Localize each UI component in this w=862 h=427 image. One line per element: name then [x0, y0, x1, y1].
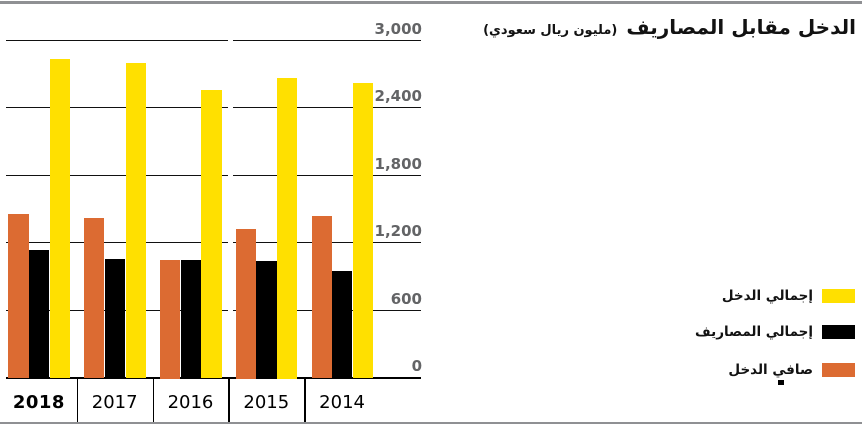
- total-income-bar-2015: [277, 77, 298, 379]
- x-label-2018: 2018: [12, 392, 65, 413]
- net-income-bar-2018: [8, 213, 29, 379]
- y-tick-label-1200: 1,200: [374, 222, 422, 240]
- total-expenses-bar-2014: [332, 271, 353, 379]
- total-income-bar-2018: [49, 58, 70, 379]
- y-tick-label-3000: 3,000: [374, 19, 422, 38]
- total-expenses-bar-2015: [256, 261, 277, 379]
- gridline-2400-left: [6, 107, 228, 108]
- y-tick-label-1800: 1,800: [374, 154, 422, 173]
- gridline-2400-right: [233, 107, 421, 108]
- x-label-2017: 2017: [91, 392, 138, 413]
- gridline-1800-left: [6, 174, 228, 176]
- total-income-bar-2014: [352, 83, 374, 379]
- bottom-rule: [0, 421, 862, 424]
- y-tick-label-2400: 2,400: [374, 87, 422, 105]
- x-label-2016: 2016: [167, 392, 214, 413]
- gridline-3000-right: [233, 39, 421, 41]
- net-income-bar-2014: [311, 216, 332, 379]
- x-separator-4: [304, 377, 306, 422]
- chart-title-unit: (مليون ريال سعودي): [483, 23, 618, 38]
- page-marker-square: [778, 380, 784, 385]
- gridline-1800-right: [233, 174, 421, 176]
- x-separator-3: [228, 377, 230, 422]
- y-tick-label-0: 0: [411, 357, 422, 375]
- total-income-bar-2016: [201, 90, 222, 379]
- total-expenses-bar-2017: [104, 258, 126, 379]
- net-income-bar-2017: [84, 218, 105, 379]
- total-expenses-bar-2016: [180, 260, 201, 379]
- x-label-2014: 2014: [319, 392, 365, 413]
- chart-title-main: الدخل مقابل المصاريف: [626, 15, 856, 39]
- net-income-bar-2015: [235, 228, 256, 379]
- y-tick-label-600: 600: [390, 289, 422, 308]
- total-income-bar-2017: [125, 63, 146, 379]
- gridline-3000-left: [6, 39, 228, 41]
- chart-title: الدخل مقابل المصاريف (مليون ريال سعودي): [483, 15, 856, 39]
- x-separator-1: [76, 377, 79, 422]
- total-expenses-bar-2018: [29, 249, 50, 379]
- x-label-2015: 2015: [243, 392, 290, 413]
- gridline-1200-left: [6, 242, 228, 243]
- top-rule: [0, 1, 862, 4]
- x-separator-2: [152, 377, 155, 422]
- net-income-bar-2016: [159, 260, 181, 379]
